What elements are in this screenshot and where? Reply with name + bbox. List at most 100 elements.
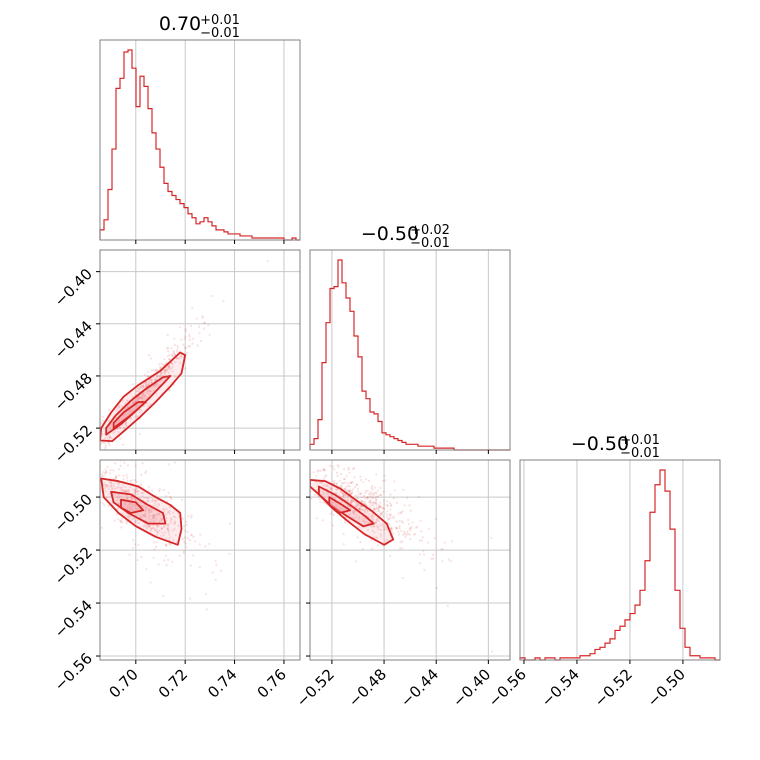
scatter-point (146, 375, 149, 378)
scatter-point (90, 459, 92, 461)
scatter-point (147, 380, 150, 383)
scatter-point (131, 402, 134, 405)
scatter-point (403, 532, 407, 535)
scatter-point (201, 315, 204, 318)
scatter-point (376, 518, 379, 521)
scatter-point (347, 513, 350, 516)
scatter-point (343, 497, 346, 500)
scatter-point (144, 509, 147, 512)
scatter-point (373, 508, 376, 511)
scatter-point (181, 498, 184, 501)
scatter-point (175, 357, 179, 360)
scatter-point (102, 470, 105, 474)
scatter-point (167, 347, 170, 350)
scatter-point (148, 390, 151, 393)
scatter-point (167, 558, 170, 561)
scatter-point (154, 500, 157, 503)
scatter-point (335, 492, 338, 495)
scatter-point (167, 463, 170, 466)
scatter-point (356, 483, 359, 486)
scatter-point (372, 501, 375, 504)
histogram-bin (168, 191, 172, 240)
scatter-point (165, 513, 168, 516)
scatter-point (124, 491, 128, 494)
scatter-point (203, 321, 206, 324)
scatter-point (319, 469, 322, 473)
scatter-point (159, 516, 162, 520)
scatter-point (389, 493, 392, 496)
scatter-point (142, 385, 145, 388)
scatter-point (149, 357, 152, 360)
scatter-point (80, 484, 82, 486)
scatter-point (350, 500, 353, 503)
scatter-point (361, 547, 364, 551)
scatter-point (348, 489, 351, 492)
scatter-point (134, 490, 137, 493)
scatter-point (426, 541, 429, 544)
scatter-point (176, 350, 179, 353)
scatter-point (145, 384, 148, 387)
scatter-point (376, 496, 379, 499)
scatter-point (116, 495, 119, 499)
scatter-point (446, 604, 449, 608)
scatter-point (119, 426, 122, 429)
scatter-point (201, 316, 204, 319)
scatter-point (427, 527, 431, 530)
scatter-point (375, 510, 378, 513)
scatter-point (167, 371, 171, 374)
scatter-point (325, 474, 328, 477)
scatter-point (144, 471, 147, 475)
scatter-point (373, 507, 376, 511)
histogram-bin (144, 86, 148, 240)
scatter-point (375, 519, 378, 522)
scatter-point (142, 394, 145, 397)
scatter-point (198, 543, 201, 546)
scatter-point (173, 522, 176, 525)
scatter-point (336, 464, 339, 467)
scatter-point (361, 508, 364, 511)
scatter-point (120, 486, 123, 489)
x-tick-label: −0.52 (591, 665, 636, 710)
scatter-point (147, 393, 150, 396)
scatter-point (167, 523, 171, 526)
scatter-point (116, 513, 119, 516)
scatter-point (143, 525, 146, 528)
joint-panel-3: −0.52 −0.48 −0.44 −0.40 (293, 459, 511, 711)
scatter-point (351, 468, 354, 471)
scatter-point (134, 489, 137, 492)
scatter-point (90, 456, 92, 458)
scatter-point (420, 539, 423, 542)
scatter-point (369, 515, 372, 518)
joint-3-grid (310, 460, 510, 660)
scatter-point (124, 424, 127, 427)
scatter-point (162, 525, 165, 529)
scatter-point (198, 332, 201, 335)
scatter-point (166, 368, 169, 371)
scatter-point (167, 365, 170, 368)
scatter-point (389, 555, 392, 558)
scatter-point (137, 522, 140, 525)
scatter-point (157, 513, 160, 516)
scatter-point (159, 372, 162, 375)
scatter-point (361, 500, 364, 503)
scatter-point (125, 424, 128, 427)
scatter-point (138, 397, 141, 400)
scatter-point (118, 498, 121, 501)
scatter-point (166, 500, 169, 503)
scatter-point (88, 461, 90, 463)
scatter-point (96, 506, 98, 508)
scatter-point (97, 493, 99, 495)
scatter-point (152, 556, 155, 559)
scatter-point (164, 531, 167, 534)
scatter-point (54, 515, 56, 517)
histogram-bin (196, 224, 200, 240)
scatter-point (91, 454, 93, 456)
scatter-point (363, 511, 366, 514)
scatter-point (158, 520, 161, 523)
scatter-point (147, 509, 150, 512)
scatter-point (173, 520, 176, 523)
scatter-point (124, 514, 127, 518)
scatter-point (158, 490, 161, 493)
scatter-point (132, 400, 135, 403)
scatter-point (155, 517, 158, 520)
